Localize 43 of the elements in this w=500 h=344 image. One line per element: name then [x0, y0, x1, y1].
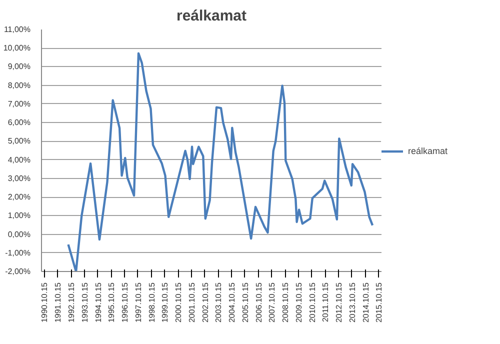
y-tick-label: 7,00%: [8, 99, 31, 108]
y-tick-label: 4,00%: [8, 155, 31, 164]
y-tick-label: 8,00%: [8, 80, 31, 90]
y-tick-label: 5,00%: [8, 136, 31, 146]
x-tick-label: 1995.10.15: [107, 282, 116, 323]
line-series: [67, 52, 374, 272]
x-tick-label: 1992.10.15: [67, 282, 76, 323]
x-tick-label: 1996.10.15: [120, 282, 130, 323]
y-tick-label: 6,00%: [8, 118, 31, 128]
x-tick-label: 2014.10.15: [361, 282, 370, 323]
x-tick-label: 2012.10.15: [334, 282, 344, 323]
x-tick-label: 2002.10.15: [200, 282, 210, 323]
x-tick-label: 2013.10.15: [348, 282, 357, 323]
x-tick-label: 1999.10.15: [160, 282, 170, 323]
y-tick-label: -2,00%: [5, 267, 31, 276]
y-tick-label: 2,00%: [8, 192, 31, 202]
x-tick-label: 2010.10.15: [308, 282, 317, 323]
y-tick-label: -1,00%: [5, 248, 31, 258]
x-tick-label: 1990.10.15: [40, 282, 50, 323]
x-tick-label: 2007.10.15: [268, 282, 277, 323]
x-tick-label: 2008.10.15: [281, 282, 290, 323]
x-tick-label: 2005.10.15: [240, 282, 250, 323]
x-tick-label: 1991.10.15: [54, 282, 63, 323]
x-tick-label: 2006.10.15: [254, 282, 264, 323]
y-tick-label: 11,00%: [4, 25, 31, 34]
x-tick-label: 1997.10.15: [134, 282, 143, 323]
x-tick-label: 2000.10.15: [174, 282, 184, 323]
y-tick-label: 1,00%: [8, 211, 31, 220]
y-tick-label: 9,00%: [8, 62, 31, 72]
x-tick-label: 1994.10.15: [94, 282, 103, 323]
chart-title: reálkamat: [176, 8, 247, 24]
legend-label: reálkamat: [408, 146, 448, 156]
y-tick-label: 0,00%: [8, 230, 31, 239]
y-tick-label: 10,00%: [3, 44, 31, 53]
x-tick-label: 2011.10.15: [321, 282, 330, 322]
x-tick-label: 2001.10.15: [187, 282, 196, 323]
x-tick-label: 2009.10.15: [294, 282, 304, 323]
x-tick-label: 2004.10.15: [228, 282, 237, 323]
x-tick-label: 2015.10.15: [374, 282, 384, 323]
x-tick-label: 1993.10.15: [80, 282, 90, 323]
x-tick-label: 2003.10.15: [214, 282, 224, 323]
x-tick-label: 1998.10.15: [147, 282, 156, 323]
y-tick-label: 3,00%: [8, 174, 31, 183]
